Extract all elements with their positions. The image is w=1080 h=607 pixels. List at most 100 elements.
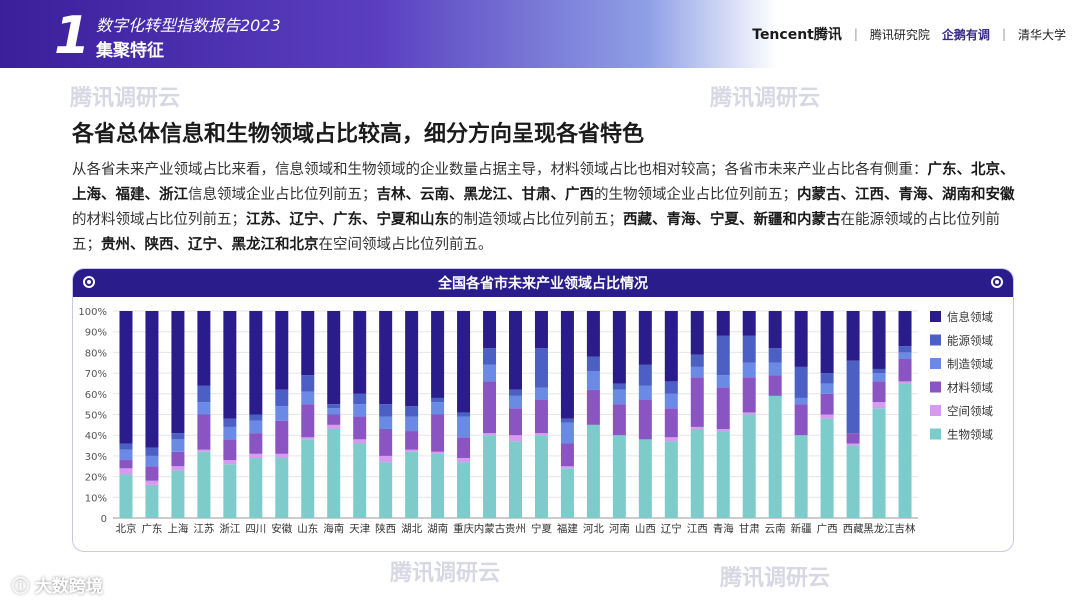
bar-segment <box>379 455 393 463</box>
bar-segment <box>275 389 289 407</box>
bar-segment <box>275 457 289 518</box>
header-banner: 1 数字化转型指数报告2023 集聚特征 <box>0 0 1080 68</box>
bar-segment <box>716 387 730 429</box>
bar-segment <box>638 364 652 386</box>
bar-segment <box>197 311 211 386</box>
bar-segment <box>638 385 652 401</box>
bar-segment <box>534 387 548 401</box>
section-title: 集聚特征 <box>96 41 164 61</box>
bar-segment <box>898 311 912 347</box>
bar-segment <box>742 414 756 518</box>
highlight-text: 广东、北京、上海、福建、浙江 <box>72 162 1015 203</box>
bar-segment <box>327 424 341 429</box>
bar-segment <box>119 449 133 461</box>
bar-segment <box>742 335 756 363</box>
bar-segment <box>768 375 782 396</box>
bar-segment <box>223 418 237 427</box>
bar-segment <box>145 480 159 485</box>
bar-segment <box>171 433 185 440</box>
bar-segment <box>249 453 263 458</box>
x-tick-label: 青海 <box>713 522 734 535</box>
brand-watermark: ⓘ 大数跨境 <box>12 572 103 597</box>
bar-segment <box>509 408 522 436</box>
bar-segment <box>223 439 237 461</box>
bar-segment <box>327 311 341 405</box>
bar-segment <box>483 381 497 434</box>
bar-segment <box>327 404 341 409</box>
bar-segment <box>846 443 860 446</box>
highlight-text: 内蒙古、江西、青海、湖南和安徽 <box>797 187 1015 203</box>
y-tick-label: 40% <box>85 431 107 442</box>
bar-segment <box>249 420 263 434</box>
x-tick-label: 黑龙江 <box>863 522 895 535</box>
x-tick-label: 甘肃 <box>739 522 760 535</box>
bar-segment <box>768 395 782 518</box>
bar-segment <box>846 311 860 361</box>
bar-segment <box>742 412 756 415</box>
logo-divider: | <box>1001 27 1006 41</box>
bar-segment <box>612 383 626 390</box>
y-tick-label: 70% <box>85 369 107 380</box>
bar-segment <box>431 402 445 415</box>
body-text: 信息领域企业占比位列前五； <box>188 187 377 203</box>
bar-segment <box>223 460 237 465</box>
bar-segment <box>405 406 419 417</box>
stacked-bar-chart: 0 10% 20% 30% 40% 50% 60% 70% 80% 90% 100% 北京 广东 上海 江苏… <box>78 307 993 535</box>
bar-segment <box>509 311 522 390</box>
bar-segment <box>586 389 600 425</box>
chart-title: 全国各省市未来产业领域占比情况 <box>438 276 648 292</box>
chart-title-bar <box>73 269 1013 297</box>
bar-segment <box>145 455 159 467</box>
bar-segment <box>223 311 237 419</box>
bar-segment <box>145 311 159 448</box>
bar-segment <box>820 373 834 384</box>
body-text: 从各省未来产业领域占比来看，信息领域和生物领域的企业数量占据主导，材料领域占比也… <box>72 162 928 178</box>
bar-segment <box>353 404 367 417</box>
y-tick-label: 0 <box>101 514 107 525</box>
x-tick-label: 河北 <box>583 523 604 535</box>
bar-segment <box>405 451 419 518</box>
chart-panel: 全国各省市未来产业领域占比情况 0 10% 20% 30% 40% 50% 60% 70% 80… <box>72 268 1014 552</box>
bar-segment <box>794 404 808 436</box>
highlight-text: 江苏、辽宁、广东、宁夏和山东 <box>246 212 449 228</box>
bar-segment <box>820 383 834 394</box>
bar-segment <box>379 462 393 518</box>
bar-segment <box>690 377 704 427</box>
bar-segment <box>431 453 445 518</box>
bar-segment <box>872 408 886 518</box>
bar-segment <box>820 393 834 415</box>
bar-segment <box>483 348 497 365</box>
bar-segment <box>638 439 652 518</box>
x-tick-label: 河南 <box>609 522 630 535</box>
bar-segment <box>119 311 133 444</box>
bar-segment <box>794 311 808 367</box>
bar-segment <box>119 443 133 450</box>
x-tick-label: 福建 <box>557 522 578 535</box>
bar-segment <box>249 433 263 454</box>
bar-segment <box>664 393 678 409</box>
bar-segment <box>898 383 912 518</box>
legend-swatch <box>930 405 941 416</box>
bar-segment <box>431 451 445 454</box>
bar-segment <box>197 451 211 518</box>
bar-segment <box>275 406 289 421</box>
bar-segment <box>509 441 522 518</box>
bar-segment <box>509 389 522 396</box>
legend-label: 空间领域 <box>947 404 993 418</box>
body-text: 的材料领域占比位列前五； <box>72 212 246 228</box>
bar-segment <box>716 431 730 518</box>
y-tick-label: 100% <box>78 307 107 318</box>
bar-segment <box>197 449 211 452</box>
bar-segment <box>301 439 315 518</box>
bar-segment <box>664 437 678 442</box>
bar-segment <box>638 311 652 365</box>
bar-segment <box>249 457 263 518</box>
bar-segment <box>820 311 834 374</box>
x-tick-label: 浙江 <box>219 523 240 535</box>
x-tick-label: 云南 <box>765 522 786 535</box>
bar-segment <box>301 311 315 376</box>
bar-segment <box>690 311 704 355</box>
bar-segment <box>612 389 626 405</box>
bar-segment <box>275 311 289 390</box>
bar-segment <box>353 393 367 405</box>
